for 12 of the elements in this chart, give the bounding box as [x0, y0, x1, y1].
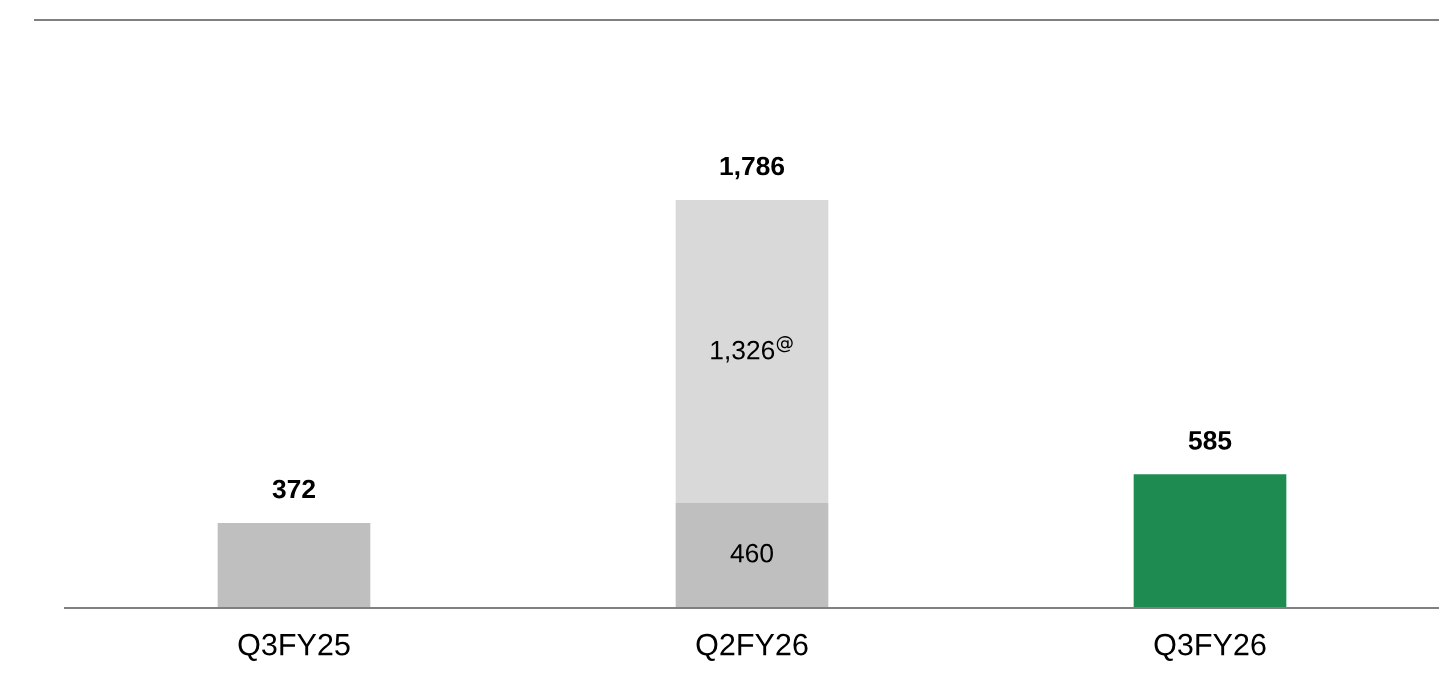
- bar: [217, 523, 371, 608]
- x-tick-label: Q3FY26: [1154, 633, 1266, 661]
- x-tick-label: Q3FY25: [238, 633, 350, 661]
- x-tick-label: Q2FY26: [696, 633, 808, 661]
- total-label: 585: [1188, 431, 1232, 450]
- data-label: 1,326$^{@}$: [711, 336, 793, 363]
- data-label: 460: [730, 543, 773, 563]
- bar: [675, 502, 829, 608]
- total-label: 372: [272, 479, 315, 499]
- total-label: 1,786: [720, 156, 785, 180]
- bar: [675, 200, 829, 503]
- bar: [1133, 474, 1287, 608]
